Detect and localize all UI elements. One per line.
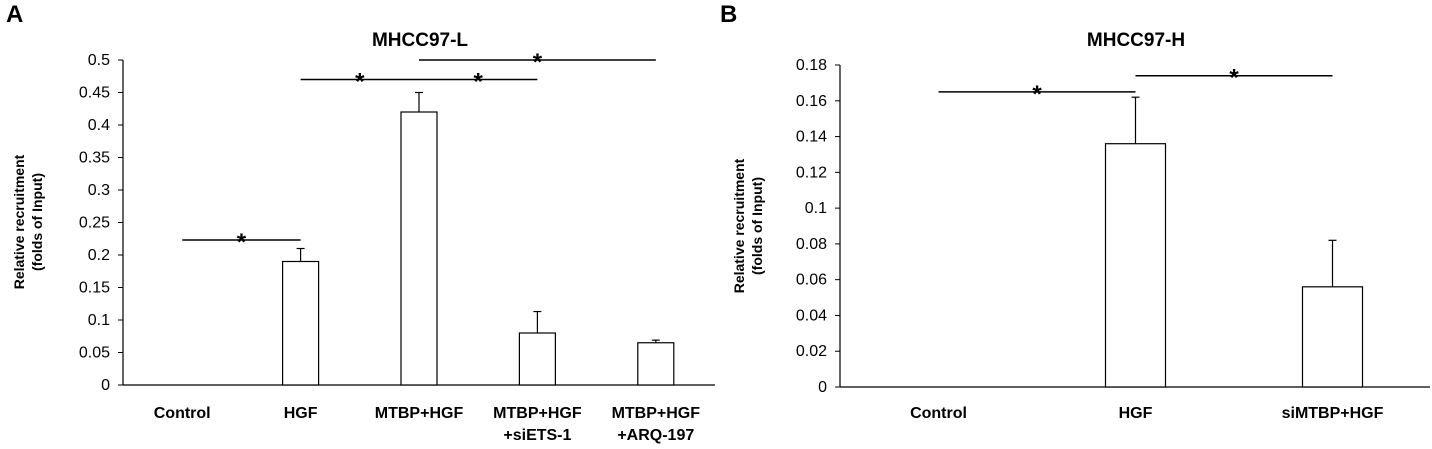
y-tick-label: 0.14 bbox=[796, 129, 827, 146]
y-axis-label: Relative recruitment (folds of Input) bbox=[731, 158, 765, 293]
y-tick-label: 0.04 bbox=[796, 307, 827, 324]
category-label: MTBP+HGF bbox=[612, 405, 701, 422]
significance-star: * bbox=[1229, 65, 1239, 92]
y-tick-label: 0.02 bbox=[796, 343, 827, 360]
chart-title: MHCC97-L bbox=[372, 30, 468, 51]
significance-star: * bbox=[237, 229, 247, 256]
y-tick-label: 0.4 bbox=[88, 117, 110, 134]
y-axis-label-line: Relative recruitment bbox=[11, 154, 27, 289]
y-tick-label: 0.08 bbox=[796, 236, 827, 253]
bar bbox=[400, 111, 438, 386]
category-label: HGF bbox=[1119, 405, 1153, 422]
y-tick-label: 0.06 bbox=[796, 272, 827, 289]
y-tick-label: 0.45 bbox=[79, 85, 110, 102]
y-tick-label: 0.12 bbox=[796, 164, 827, 181]
panel-label-b: B bbox=[720, 1, 737, 28]
y-tick-label: 0.1 bbox=[88, 312, 110, 329]
y-tick-label: 0.1 bbox=[805, 200, 827, 217]
y-tick-label: 0 bbox=[818, 379, 827, 396]
chart-mhcc97-l: MHCC97-L Relative recruitment (folds of In… bbox=[11, 30, 715, 444]
category-label: MTBP+HGF bbox=[375, 405, 464, 422]
y-tick-label: 0.5 bbox=[88, 52, 110, 69]
significance-star: * bbox=[355, 69, 365, 96]
category-label: Control bbox=[910, 405, 967, 422]
category-label: +siETS-1 bbox=[503, 427, 571, 444]
y-tick-label: 0.16 bbox=[796, 93, 827, 110]
y-tick-label: 0.3 bbox=[88, 182, 110, 199]
significance-star: * bbox=[1032, 81, 1042, 108]
chart-mhcc97-h: MHCC97-H Relative recruitment (folds of In… bbox=[731, 30, 1430, 422]
y-axis-label-line: (folds of Input) bbox=[749, 177, 765, 275]
y-tick-label: 0.18 bbox=[796, 57, 827, 74]
bar bbox=[518, 332, 557, 386]
bar bbox=[282, 260, 320, 386]
significance-star: * bbox=[474, 69, 484, 96]
category-label: siMTBP+HGF bbox=[1282, 405, 1384, 422]
significance-star: * bbox=[533, 49, 543, 76]
category-label: Control bbox=[154, 405, 211, 422]
bar bbox=[1301, 286, 1364, 388]
y-tick-label: 0.25 bbox=[79, 215, 110, 232]
y-axis-label-line: (folds of Input) bbox=[29, 173, 45, 271]
y-tick-label: 0 bbox=[101, 377, 110, 394]
category-label: MTBP+HGF bbox=[493, 405, 582, 422]
y-tick-label: 0.2 bbox=[88, 247, 110, 264]
chart-title: MHCC97-H bbox=[1087, 30, 1185, 51]
y-tick-label: 0.35 bbox=[79, 150, 110, 167]
bar bbox=[637, 342, 675, 386]
y-axis-label-line: Relative recruitment bbox=[731, 158, 747, 293]
panel-label-a: A bbox=[6, 1, 23, 28]
category-label: HGF bbox=[284, 405, 318, 422]
category-label: +ARQ-197 bbox=[617, 427, 694, 444]
y-axis-label: Relative recruitment (folds of Input) bbox=[11, 154, 45, 289]
y-tick-label: 0.15 bbox=[79, 280, 110, 297]
y-tick-label: 0.05 bbox=[79, 345, 110, 362]
bar bbox=[1104, 143, 1167, 388]
